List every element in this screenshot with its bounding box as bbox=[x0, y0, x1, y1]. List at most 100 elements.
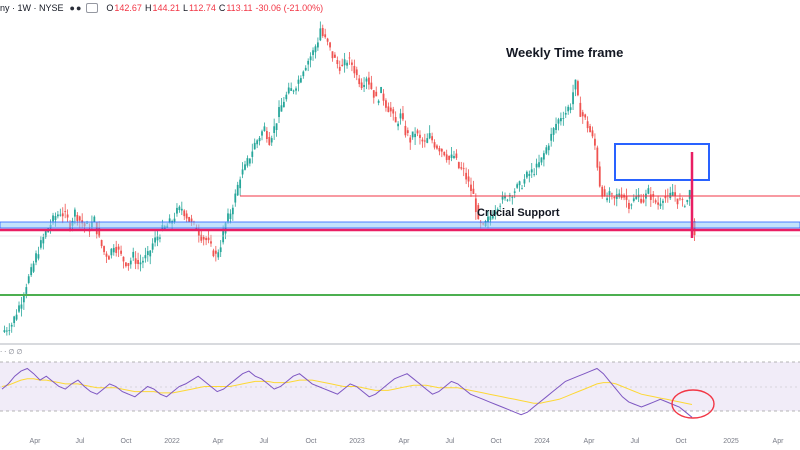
candle-body[interactable] bbox=[263, 126, 266, 132]
candle-body[interactable] bbox=[392, 109, 395, 114]
candle-body[interactable] bbox=[282, 101, 285, 108]
candle-body[interactable] bbox=[589, 126, 591, 133]
candle-body[interactable] bbox=[115, 246, 118, 253]
candle-body[interactable] bbox=[385, 100, 387, 108]
candle-body[interactable] bbox=[15, 314, 18, 320]
candle-body[interactable] bbox=[635, 196, 638, 200]
candle-body[interactable] bbox=[577, 81, 579, 96]
candle-body[interactable] bbox=[438, 147, 441, 152]
timeframe-annotation[interactable]: Weekly Time frame bbox=[506, 45, 624, 60]
candle-body[interactable] bbox=[52, 215, 54, 222]
candle-body[interactable] bbox=[229, 213, 232, 219]
candle-body[interactable] bbox=[185, 213, 188, 219]
candle-body[interactable] bbox=[214, 250, 217, 254]
candle-body[interactable] bbox=[375, 91, 378, 97]
candle-body[interactable] bbox=[414, 133, 416, 138]
candle-body[interactable] bbox=[679, 198, 681, 200]
candle-body[interactable] bbox=[61, 213, 64, 217]
candle-body[interactable] bbox=[409, 137, 412, 143]
candle-body[interactable] bbox=[436, 145, 438, 149]
candle-body[interactable] bbox=[664, 196, 667, 199]
candle-body[interactable] bbox=[538, 162, 540, 167]
candle-body[interactable] bbox=[402, 113, 404, 120]
candle-body[interactable] bbox=[122, 256, 125, 262]
candle-body[interactable] bbox=[625, 195, 628, 200]
crucial-support-zone[interactable] bbox=[0, 221, 800, 229]
candle-body[interactable] bbox=[331, 51, 334, 59]
candle-body[interactable] bbox=[686, 199, 689, 202]
candle-body[interactable] bbox=[30, 267, 33, 276]
candle-body[interactable] bbox=[542, 153, 545, 160]
candle-body[interactable] bbox=[489, 216, 492, 221]
candle-body[interactable] bbox=[66, 214, 69, 218]
candle-body[interactable] bbox=[382, 93, 385, 101]
candle-body[interactable] bbox=[608, 191, 611, 196]
candle-body[interactable] bbox=[304, 67, 307, 71]
candle-body[interactable] bbox=[372, 90, 375, 98]
candle-body[interactable] bbox=[560, 118, 562, 122]
candle-body[interactable] bbox=[423, 140, 426, 142]
candle-body[interactable] bbox=[601, 186, 604, 197]
candle-body[interactable] bbox=[54, 216, 57, 221]
candle-body[interactable] bbox=[443, 151, 446, 156]
candle-body[interactable] bbox=[173, 218, 176, 222]
candle-body[interactable] bbox=[533, 174, 536, 175]
candle-body[interactable] bbox=[363, 84, 365, 87]
candle-body[interactable] bbox=[20, 304, 23, 309]
candle-body[interactable] bbox=[56, 214, 59, 217]
candle-body[interactable] bbox=[445, 154, 448, 161]
candle-body[interactable] bbox=[640, 198, 642, 203]
candle-body[interactable] bbox=[470, 184, 472, 192]
candle-body[interactable] bbox=[125, 262, 127, 267]
candle-body[interactable] bbox=[494, 211, 497, 215]
candle-body[interactable] bbox=[285, 94, 288, 100]
candle-body[interactable] bbox=[628, 202, 630, 209]
candle-body[interactable] bbox=[513, 191, 516, 193]
candle-body[interactable] bbox=[146, 251, 149, 256]
candle-body[interactable] bbox=[574, 79, 577, 90]
candle-body[interactable] bbox=[579, 102, 582, 117]
candle-body[interactable] bbox=[197, 230, 200, 236]
candle-body[interactable] bbox=[64, 211, 67, 212]
candle-body[interactable] bbox=[127, 263, 130, 266]
candle-body[interactable] bbox=[132, 251, 135, 258]
candle-body[interactable] bbox=[596, 147, 599, 168]
candle-body[interactable] bbox=[662, 200, 664, 203]
candle-body[interactable] bbox=[275, 123, 278, 130]
rsi-legend[interactable]: ‧ ‧ ∅ ∅ bbox=[0, 349, 23, 356]
candle-body[interactable] bbox=[156, 236, 159, 241]
candle-body[interactable] bbox=[594, 138, 596, 146]
candle-body[interactable] bbox=[176, 207, 178, 214]
candle-body[interactable] bbox=[654, 200, 657, 203]
candle-body[interactable] bbox=[540, 157, 543, 163]
candle-body[interactable] bbox=[346, 62, 348, 66]
candle-body[interactable] bbox=[499, 205, 502, 207]
candle-body[interactable] bbox=[506, 199, 509, 201]
candle-body[interactable] bbox=[365, 78, 368, 82]
candle-body[interactable] bbox=[295, 88, 297, 91]
candle-body[interactable] bbox=[297, 79, 300, 84]
candle-body[interactable] bbox=[569, 107, 572, 110]
candle-body[interactable] bbox=[530, 169, 533, 173]
candle-body[interactable] bbox=[487, 216, 489, 222]
candle-body[interactable] bbox=[555, 123, 557, 130]
candle-body[interactable] bbox=[368, 77, 370, 85]
candle-body[interactable] bbox=[5, 330, 8, 332]
candle-body[interactable] bbox=[567, 106, 570, 112]
candle-body[interactable] bbox=[139, 262, 142, 265]
candle-body[interactable] bbox=[523, 179, 526, 184]
candle-body[interactable] bbox=[394, 117, 397, 123]
candle-body[interactable] bbox=[399, 113, 402, 119]
candle-body[interactable] bbox=[336, 60, 339, 65]
candle-body[interactable] bbox=[246, 158, 249, 166]
candle-body[interactable] bbox=[74, 209, 76, 217]
candle-body[interactable] bbox=[105, 253, 108, 257]
candle-body[interactable] bbox=[426, 138, 429, 143]
candle-body[interactable] bbox=[103, 246, 105, 253]
candle-body[interactable] bbox=[421, 139, 424, 142]
candle-body[interactable] bbox=[377, 100, 380, 103]
candle-body[interactable] bbox=[159, 237, 161, 239]
candle-body[interactable] bbox=[317, 42, 319, 48]
candle-body[interactable] bbox=[273, 126, 276, 133]
candle-body[interactable] bbox=[93, 216, 96, 223]
